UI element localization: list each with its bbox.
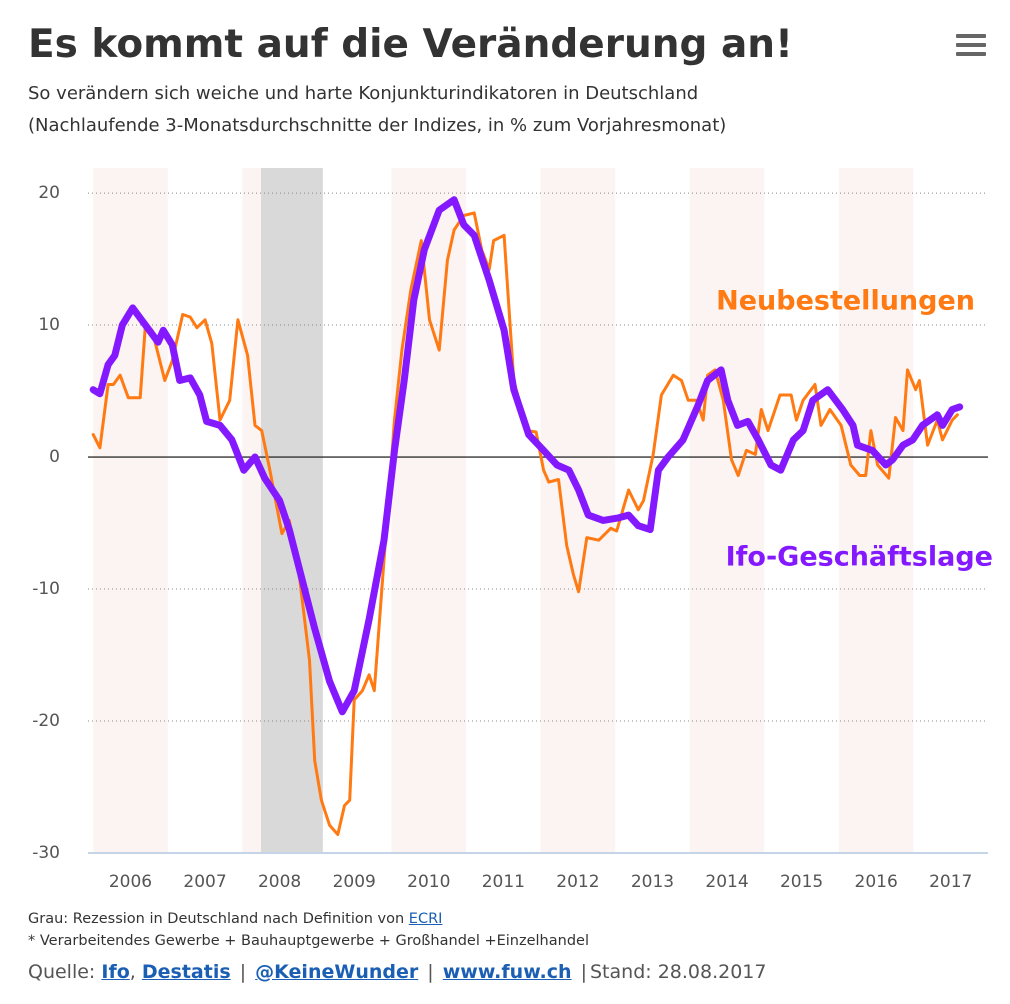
x-tick-label: 2012 bbox=[556, 872, 599, 892]
source-label: Quelle: bbox=[28, 961, 96, 983]
x-tick-label: 2006 bbox=[109, 872, 152, 892]
chart: -30 -20 -10 0 10 20 2006 2007 2008 2009 2010 2011 20… bbox=[32, 168, 993, 892]
year-band bbox=[838, 168, 914, 853]
y-tick-label: -20 bbox=[32, 711, 60, 731]
year-band bbox=[391, 168, 467, 853]
y-tick-label: 0 bbox=[49, 447, 60, 467]
source-link[interactable]: Destatis bbox=[141, 961, 231, 983]
source-link[interactable]: @KeineWunder bbox=[255, 961, 419, 983]
series-line bbox=[91, 211, 959, 836]
separator: | bbox=[580, 961, 587, 983]
subtitle: So verändern sich weiche und harte Konju… bbox=[28, 83, 699, 104]
source-link[interactable]: www.fuw.ch bbox=[442, 961, 572, 983]
x-tick-label: 2007 bbox=[183, 872, 226, 892]
menu-button[interactable] bbox=[956, 34, 986, 58]
x-tick-label: 2015 bbox=[780, 872, 823, 892]
x-tick-label: 2010 bbox=[407, 872, 450, 892]
note-text: Grau: Rezession in Deutschland nach Defi… bbox=[28, 911, 405, 927]
y-tick-label: 10 bbox=[38, 315, 60, 335]
chart-title: Es kommt auf die Veränderung an! bbox=[28, 22, 793, 67]
year-band bbox=[93, 168, 168, 853]
y-tick-label: 20 bbox=[38, 183, 60, 203]
separator: , bbox=[129, 961, 136, 983]
y-tick-label: -30 bbox=[32, 843, 60, 863]
footnote: * Verarbeitendes Gewerbe + Bauhauptgewer… bbox=[28, 933, 589, 949]
year-band bbox=[540, 168, 616, 853]
y-tick-label: -10 bbox=[32, 579, 60, 599]
x-tick-label: 2009 bbox=[333, 872, 376, 892]
source-link[interactable]: Ifo bbox=[101, 961, 130, 983]
x-tick-label: 2011 bbox=[482, 872, 525, 892]
separator: | bbox=[427, 961, 434, 983]
x-tick-label: 2014 bbox=[705, 872, 748, 892]
x-tick-label: 2008 bbox=[258, 872, 301, 892]
ecri-link[interactable]: ECRI bbox=[408, 911, 443, 927]
year-band bbox=[689, 168, 765, 853]
series-label: Ifo-Geschäftslage bbox=[726, 542, 993, 573]
x-tick-label: 2016 bbox=[855, 872, 898, 892]
separator: | bbox=[239, 961, 247, 983]
series-line bbox=[89, 196, 964, 716]
subtitle: (Nachlaufende 3-Monatsdurchschnitte der … bbox=[28, 115, 727, 136]
x-tick-label: 2017 bbox=[929, 872, 972, 892]
x-tick-label: 2013 bbox=[631, 872, 674, 892]
date: Stand: 28.08.2017 bbox=[590, 961, 767, 983]
footer-note: Grau: Rezession in Deutschland nach Defi… bbox=[28, 911, 442, 927]
series-label: Neubestellungen bbox=[716, 286, 975, 317]
source-line: Quelle: Ifo, Destatis | @KeineWunder | w… bbox=[28, 961, 766, 983]
